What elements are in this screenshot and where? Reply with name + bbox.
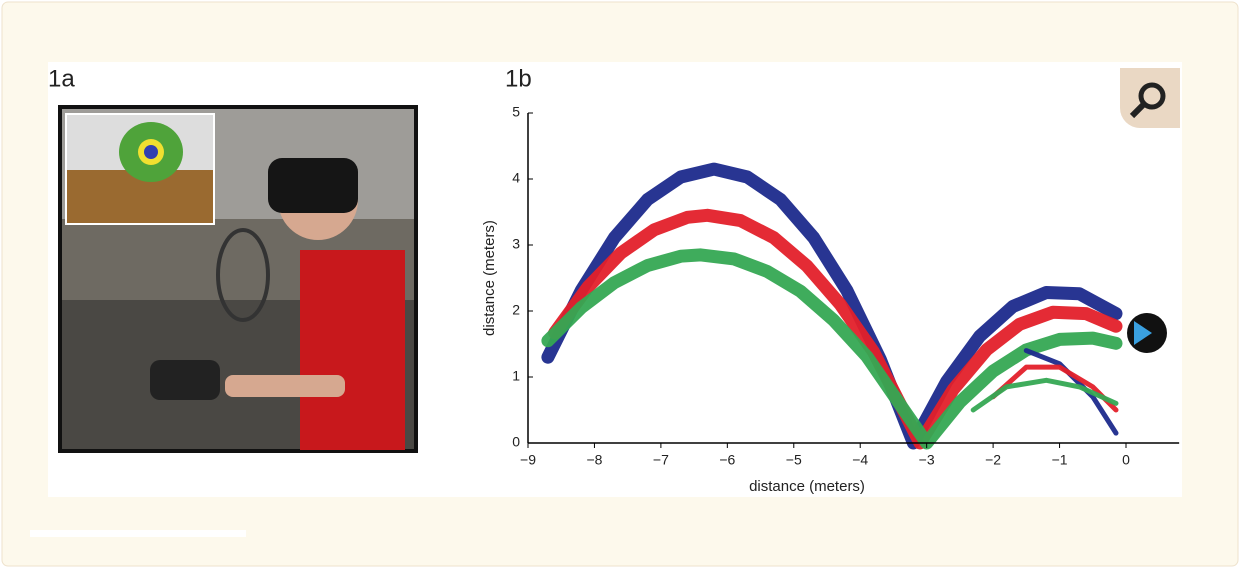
x-tick-label: −8 bbox=[586, 452, 602, 468]
x-tick-label: −7 bbox=[653, 452, 669, 468]
plot: −9 −8 −7 −6 −5 −4 −3 −2 −1 0 0 1 2 3 4 5 distance (meter… bbox=[481, 104, 1180, 495]
y-tick-label: 4 bbox=[512, 170, 520, 186]
trajectory bbox=[1023, 348, 1119, 436]
x-tick-label: −6 bbox=[719, 452, 735, 468]
y-tick-label: 2 bbox=[512, 302, 520, 318]
trajectory bbox=[970, 377, 1119, 413]
caption-bar bbox=[30, 530, 246, 537]
trajectory bbox=[541, 162, 1123, 450]
x-tick-label: −4 bbox=[852, 452, 868, 468]
x-tick-label: −1 bbox=[1052, 452, 1068, 468]
play-button[interactable] bbox=[1127, 313, 1167, 353]
trajectory bbox=[548, 208, 1123, 450]
x-tick-label: −2 bbox=[985, 452, 1001, 468]
y-tick-label: 5 bbox=[512, 104, 520, 120]
x-tick-label: −3 bbox=[919, 452, 935, 468]
x-axis-label: distance (meters) bbox=[749, 478, 865, 495]
x-tick-label: −5 bbox=[786, 452, 802, 468]
magnifier-button[interactable] bbox=[1120, 68, 1180, 128]
panel-label: 1a bbox=[48, 65, 75, 92]
y-tick-label: 0 bbox=[512, 434, 520, 450]
panel-label: 1b bbox=[505, 65, 532, 92]
x-tick-label: 0 bbox=[1122, 452, 1130, 468]
x-tick-label: −9 bbox=[520, 452, 536, 468]
photo bbox=[58, 105, 418, 453]
y-tick-label: 3 bbox=[512, 236, 520, 252]
y-axis-label: distance (meters) bbox=[481, 220, 498, 336]
y-tick-label: 1 bbox=[512, 368, 520, 384]
trajectory bbox=[541, 248, 1123, 450]
